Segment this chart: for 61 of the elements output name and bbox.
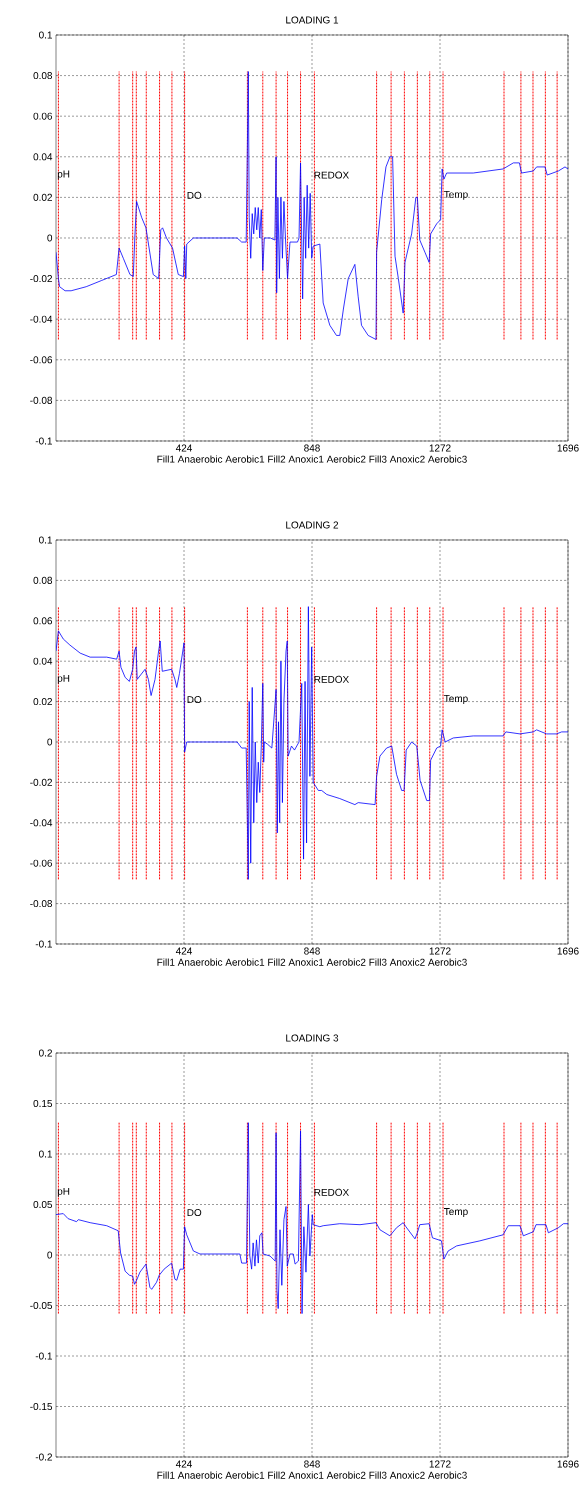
chart-title: LOADING 2 xyxy=(286,521,339,529)
y-tick-label: -0.1 xyxy=(35,1352,52,1360)
x-tick-label: 1272 xyxy=(429,444,451,452)
chart-title: LOADING 3 xyxy=(286,1034,339,1042)
annotation: Temp xyxy=(444,190,468,200)
annotation: DO xyxy=(187,191,202,199)
y-tick-label: 0 xyxy=(47,1251,53,1259)
annotation: REDOX xyxy=(314,1188,349,1196)
annotation: DO xyxy=(187,696,202,704)
y-tick-label: 0 xyxy=(47,234,53,242)
x-tick-label: 424 xyxy=(175,947,193,955)
y-tick-label: 0.05 xyxy=(33,1200,53,1209)
y-tick-label: 0.02 xyxy=(33,698,52,706)
annotation: REDOX xyxy=(314,171,349,179)
x-tick-label: 848 xyxy=(304,444,320,452)
y-tick-label: -0.1 xyxy=(35,437,52,445)
x-axis-title: Fill1 Anaerobic Aerobic1 Fill2 Anoxic1 Aerobic2 Fill3 Anoxic2 Aerobic3 xyxy=(157,1471,467,1479)
x-tick-label: 1696 xyxy=(557,1460,579,1468)
y-tick-label: 0.04 xyxy=(33,657,53,665)
annotation: pH xyxy=(57,170,70,180)
x-tick-label: 1696 xyxy=(557,947,579,955)
y-tick-label: -0.04 xyxy=(30,819,53,827)
y-tick-label: 0.1 xyxy=(39,1150,52,1158)
y-tick-label: 0.06 xyxy=(33,112,53,120)
annotation: DO xyxy=(187,1209,202,1217)
x-tick-label: 424 xyxy=(175,1460,193,1468)
x-tick-label: 1272 xyxy=(429,947,451,955)
y-tick-label: 0.2 xyxy=(39,1049,52,1057)
x-tick-label: 424 xyxy=(175,444,193,452)
y-tick-label: 0 xyxy=(47,738,53,746)
y-tick-label: -0.02 xyxy=(30,778,52,786)
y-tick-label: -0.02 xyxy=(30,275,52,283)
y-tick-label: -0.06 xyxy=(30,859,53,867)
y-tick-label: -0.08 xyxy=(30,396,53,404)
chart-title: LOADING 1 xyxy=(286,16,339,24)
y-tick-label: -0.06 xyxy=(30,356,53,364)
y-tick-label: 0.15 xyxy=(33,1099,53,1108)
y-tick-label: 0.04 xyxy=(33,153,53,161)
y-tick-label: 0.1 xyxy=(39,536,52,544)
y-tick-label: 0.06 xyxy=(33,617,53,625)
y-tick-label: -0.04 xyxy=(30,315,53,323)
y-tick-label: -0.15 xyxy=(30,1402,53,1411)
y-tick-label: 0.1 xyxy=(39,31,52,39)
x-tick-label: 848 xyxy=(304,1460,320,1468)
x-axis-title: Fill1 Anaerobic Aerobic1 Fill2 Anoxic1 Aerobic2 Fill3 Anoxic2 Aerobic3 xyxy=(157,455,467,463)
y-tick-label: -0.2 xyxy=(35,1453,52,1461)
x-axis-title: Fill1 Anaerobic Aerobic1 Fill2 Anoxic1 Aerobic2 Fill3 Anoxic2 Aerobic3 xyxy=(157,958,467,966)
annotation: Temp xyxy=(444,1208,468,1218)
x-tick-label: 1272 xyxy=(429,1460,451,1468)
annotation: pH xyxy=(57,674,70,684)
annotation: pH xyxy=(57,1187,70,1197)
y-tick-label: -0.1 xyxy=(35,940,52,948)
x-tick-label: 848 xyxy=(304,947,320,955)
y-tick-label: 0.02 xyxy=(33,193,52,201)
y-tick-label: -0.05 xyxy=(30,1301,53,1310)
x-tick-label: 1696 xyxy=(557,444,579,452)
annotation: Temp xyxy=(444,695,468,705)
y-tick-label: 0.08 xyxy=(33,72,53,80)
y-tick-label: -0.08 xyxy=(30,900,53,908)
annotation: REDOX xyxy=(314,675,349,683)
y-tick-label: 0.08 xyxy=(33,576,53,584)
